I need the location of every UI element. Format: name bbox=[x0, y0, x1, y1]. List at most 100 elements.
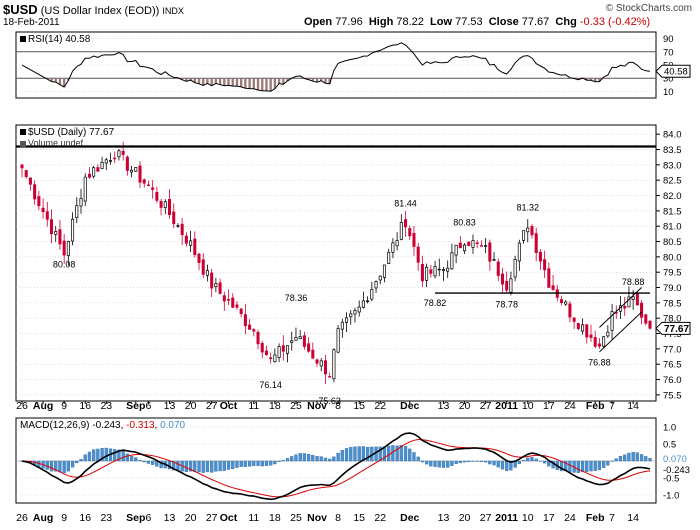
annotation-label: 81.44 bbox=[394, 199, 417, 209]
candle-body bbox=[412, 232, 416, 247]
x-axis-label: Oct bbox=[220, 400, 238, 412]
candle-body bbox=[433, 266, 437, 277]
candle-body bbox=[361, 300, 365, 308]
candle-body bbox=[130, 169, 134, 173]
price-tick-label: 76.0 bbox=[663, 375, 682, 386]
x-axis-label: 8 bbox=[335, 400, 341, 412]
signal-value: -0.313 bbox=[126, 420, 155, 431]
candle-body bbox=[168, 198, 172, 216]
candle-body bbox=[214, 283, 218, 287]
x-axis-label: 27 bbox=[206, 400, 218, 412]
price-tick-label: 79.0 bbox=[663, 283, 682, 294]
annotation-label: 78.78 bbox=[495, 299, 518, 309]
macd-tick-label: -0.243 bbox=[663, 465, 690, 476]
x-axis-label: 18 bbox=[269, 400, 281, 412]
candle-body bbox=[534, 233, 538, 253]
price-tick-label: 81.0 bbox=[663, 222, 682, 233]
candle-body bbox=[298, 336, 302, 339]
macd-histogram-bar bbox=[222, 460, 226, 471]
macd-histogram-bar bbox=[387, 445, 391, 462]
price-label-text: $USD (Daily) 77.67 bbox=[28, 127, 115, 138]
candle-body bbox=[218, 282, 222, 294]
candle-body bbox=[117, 150, 121, 158]
macd-histogram-bar bbox=[121, 450, 125, 462]
price-tick-label: 75.5 bbox=[663, 390, 682, 401]
annotation-label: 80.08 bbox=[53, 259, 76, 269]
rsi-current-marker bbox=[655, 64, 691, 78]
header-symbol-line: $USD (US Dollar Index (EOD)) INDX bbox=[3, 3, 184, 17]
macd-histogram-bar bbox=[429, 460, 433, 467]
candle-body bbox=[366, 300, 370, 302]
macd-histogram-bar bbox=[353, 446, 357, 462]
macd-histogram-bar bbox=[378, 446, 382, 462]
channel-line bbox=[599, 287, 642, 328]
macd-histogram-bar bbox=[247, 460, 252, 467]
macd-histogram-bar bbox=[399, 445, 403, 462]
candle-body bbox=[294, 337, 298, 341]
candle-body bbox=[100, 161, 104, 169]
candle-body bbox=[551, 285, 555, 290]
annotation-label: 81.32 bbox=[517, 202, 540, 212]
candle-body bbox=[307, 343, 311, 352]
x-axis-label: 20 bbox=[459, 400, 471, 412]
candle-body bbox=[243, 314, 247, 327]
macd-histogram-bar bbox=[188, 460, 193, 472]
macd-histogram-bar bbox=[576, 460, 580, 473]
candle-body bbox=[492, 259, 496, 261]
candle-body bbox=[302, 335, 306, 347]
macd-tick-label: -0.5 bbox=[663, 474, 679, 485]
macd-histogram-bar bbox=[197, 460, 201, 473]
candle-body bbox=[644, 314, 648, 324]
macd-histogram-bar bbox=[610, 460, 614, 462]
x-axis-label: Sep bbox=[126, 512, 145, 524]
candle-body bbox=[96, 167, 100, 172]
candle-body bbox=[151, 187, 155, 190]
macd-histogram-bar bbox=[483, 460, 488, 463]
macd-histogram-bar bbox=[210, 460, 214, 473]
candle-body bbox=[49, 219, 54, 235]
candle-body bbox=[239, 308, 243, 314]
candle-body bbox=[260, 343, 264, 353]
candle-body bbox=[172, 211, 176, 225]
candle-body bbox=[138, 165, 142, 183]
macd-histogram-bar bbox=[235, 460, 239, 468]
open-value: 77.96 bbox=[335, 16, 363, 28]
price-marker-icon bbox=[20, 129, 26, 136]
candle-body bbox=[623, 305, 627, 309]
macd-histogram-bar bbox=[627, 452, 631, 462]
x-axis-label: 9 bbox=[61, 400, 67, 412]
x-axis-label: 27 bbox=[206, 512, 218, 524]
macd-histogram-bar bbox=[285, 458, 290, 462]
candle-body bbox=[357, 306, 361, 313]
macd-signal-line bbox=[21, 438, 651, 498]
candle-body bbox=[311, 349, 315, 359]
candle-body bbox=[484, 245, 488, 247]
macd-histogram-bar bbox=[54, 460, 58, 472]
rsi-line bbox=[21, 42, 651, 92]
macd-histogram-bar bbox=[281, 460, 285, 462]
macd-histogram-bar bbox=[361, 446, 366, 462]
candle-body bbox=[273, 354, 277, 363]
macd-histogram-bar bbox=[142, 460, 146, 463]
price-tick-label: 80.0 bbox=[663, 252, 682, 263]
x-axis-label: 27 bbox=[480, 400, 492, 412]
macd-tick-label: 0.070 bbox=[663, 454, 687, 465]
macd-histogram-bar bbox=[395, 445, 399, 462]
candle-body bbox=[408, 228, 412, 237]
candle-body bbox=[20, 164, 24, 169]
candle-body bbox=[256, 331, 260, 345]
candle-body bbox=[87, 173, 91, 178]
price-tick-label: 78.5 bbox=[663, 298, 682, 309]
candle-body bbox=[374, 281, 378, 289]
candle-body bbox=[197, 253, 201, 263]
candle-body bbox=[429, 269, 433, 274]
candle-body bbox=[79, 197, 83, 207]
x-axis-label: 11 bbox=[248, 512, 259, 524]
candle-body bbox=[104, 159, 108, 164]
x-axis-label: 16 bbox=[79, 400, 91, 412]
macd-histogram-bar bbox=[298, 453, 302, 462]
macd-label: MACD(12,26,9) -0.243, -0.313, 0.070 bbox=[20, 420, 186, 431]
x-axis-label: 27 bbox=[480, 512, 492, 524]
x-axis-label: 16 bbox=[79, 512, 91, 524]
